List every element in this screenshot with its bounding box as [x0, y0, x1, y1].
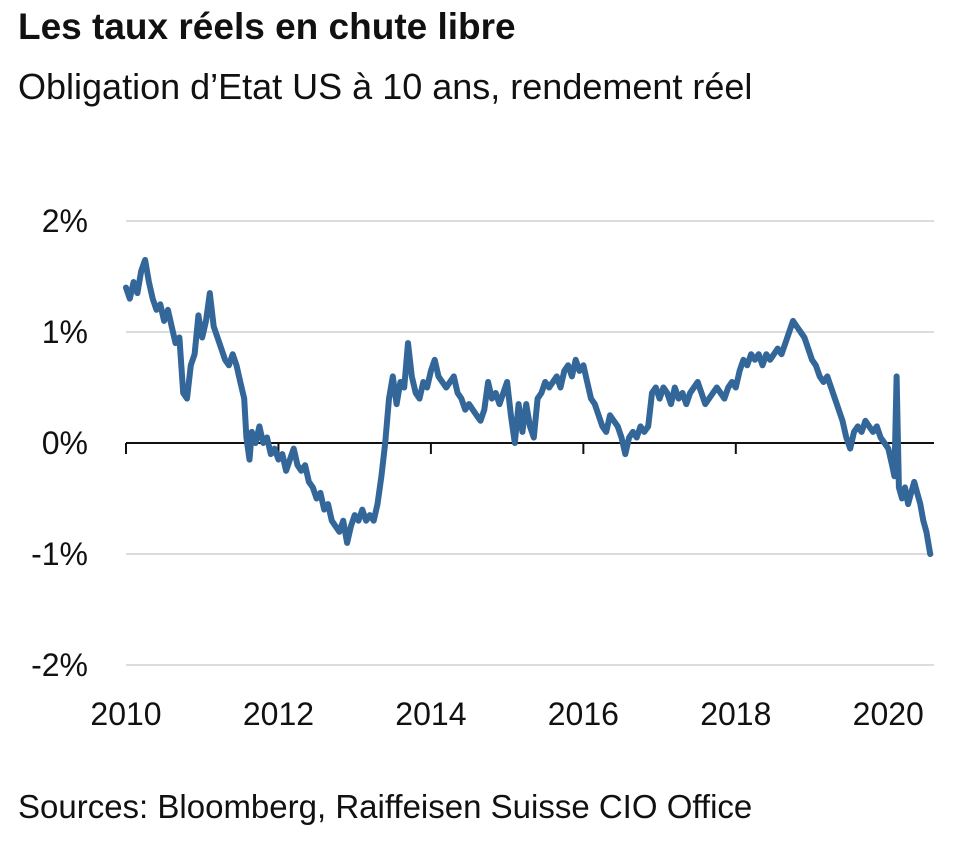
y-tick-label: 1% — [42, 314, 88, 350]
x-tick-labels: 2010 2012 2014 2016 2018 2020 — [90, 696, 923, 732]
y-tick-labels: 2% 1% 0% -1% -2% — [31, 203, 88, 683]
y-tick-label: 2% — [42, 203, 88, 239]
x-tick-label: 2012 — [243, 696, 314, 732]
chart-subtitle: Obligation d’Etat US à 10 ans, rendement… — [18, 66, 753, 107]
source-note: Sources: Bloomberg, Raiffeisen Suisse CI… — [18, 788, 753, 825]
line-chart: 2% 1% 0% -1% -2% 2010 2012 2014 2016 2018 2020 — [31, 203, 934, 732]
chart-title: Les taux réels en chute libre — [18, 6, 516, 47]
x-tick-label: 2018 — [700, 696, 771, 732]
series-layer — [123, 256, 934, 557]
y-tick-label: 0% — [42, 425, 88, 461]
x-tick-label: 2016 — [548, 696, 619, 732]
x-tick-label: 2010 — [90, 696, 161, 732]
y-tick-label: -1% — [31, 536, 88, 572]
x-tick-label: 2014 — [395, 696, 466, 732]
series-line — [123, 256, 934, 557]
y-tick-label: -2% — [31, 647, 88, 683]
x-tick-label: 2020 — [853, 696, 924, 732]
